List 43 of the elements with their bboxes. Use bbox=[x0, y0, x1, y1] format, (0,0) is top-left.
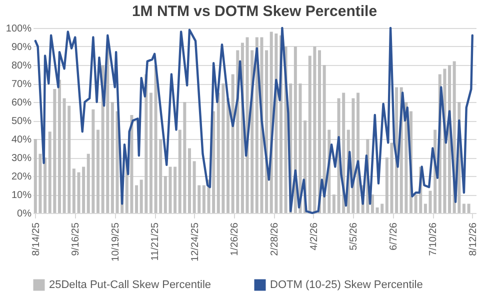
y-tick-label: 10% bbox=[11, 190, 32, 201]
bar bbox=[424, 204, 427, 213]
y-tick-label: 30% bbox=[11, 153, 32, 164]
y-tick-label: 40% bbox=[11, 134, 32, 146]
y-tick-label: 100% bbox=[6, 24, 32, 34]
bar bbox=[110, 102, 114, 213]
legend-label: 25Delta Put-Call Skew Percentile bbox=[49, 279, 212, 291]
bar bbox=[149, 92, 152, 213]
x-tick-label: 4/2/26 bbox=[308, 222, 320, 250]
legend-label: DOTM (10-25) Skew Percentile bbox=[270, 279, 423, 291]
bar bbox=[467, 204, 470, 213]
bar bbox=[44, 158, 47, 213]
bar bbox=[174, 166, 177, 213]
x-tick-label: 8/14/25 bbox=[30, 222, 42, 256]
bar bbox=[135, 185, 138, 213]
y-tick-label: 50% bbox=[11, 116, 32, 127]
x-tick-label: 2/28/26 bbox=[269, 222, 280, 256]
y-tick-label: 60% bbox=[11, 98, 32, 108]
chart-title: 1M NTM vs DOTM Skew Percentile bbox=[132, 3, 378, 20]
x-tick-label: 8/12/26 bbox=[468, 222, 479, 256]
y-tick-label: 70% bbox=[11, 79, 32, 90]
bar bbox=[58, 80, 61, 213]
y-tick-label: 20% bbox=[11, 172, 32, 182]
x-tick-label: 11/21/25 bbox=[150, 222, 162, 261]
x-tick-label: 10/19/25 bbox=[110, 222, 122, 262]
y-tick-label: 90% bbox=[11, 42, 32, 53]
bar bbox=[82, 166, 86, 213]
bar bbox=[96, 130, 100, 213]
bar bbox=[226, 98, 230, 213]
line-series bbox=[34, 26, 474, 214]
y-tick-label: 80% bbox=[11, 60, 32, 72]
bar bbox=[332, 194, 336, 213]
x-tick-label: 6/7/26 bbox=[388, 222, 400, 250]
x-tick-label: 12/24/25 bbox=[190, 222, 201, 262]
bar bbox=[462, 204, 466, 213]
y-tick-label: 0% bbox=[17, 208, 32, 220]
bar bbox=[188, 148, 191, 213]
bar bbox=[202, 185, 206, 213]
x-tick-label: 5/5/26 bbox=[348, 222, 360, 250]
x-tick-label: 7/10/26 bbox=[428, 222, 440, 256]
x-tick-label: 9/16/25 bbox=[70, 222, 82, 256]
bar bbox=[370, 194, 374, 213]
x-tick-label: 1/26/26 bbox=[230, 222, 241, 256]
